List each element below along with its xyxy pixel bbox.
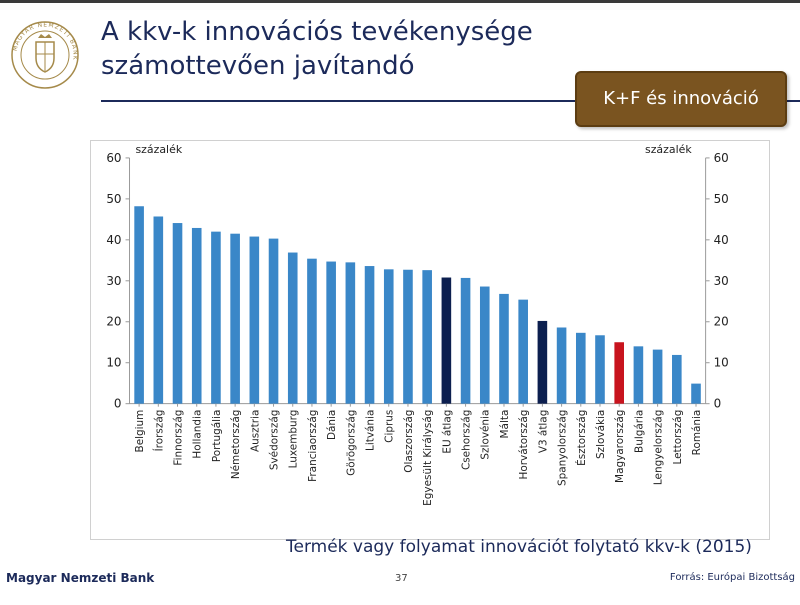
bar	[268, 238, 279, 404]
x-tick-label: Szlovénia	[480, 410, 492, 460]
section-badge: K+F és innováció	[575, 71, 787, 127]
y-tick-label-right: 60	[714, 151, 729, 165]
bar	[153, 216, 164, 404]
bar	[230, 233, 240, 404]
x-tick-label: Hollandia	[192, 410, 204, 459]
bar	[383, 269, 394, 404]
y-tick-label-right: 0	[714, 397, 722, 411]
x-tick-label: Németország	[230, 410, 242, 480]
y-tick-label-right: 50	[714, 192, 729, 206]
bar	[691, 383, 701, 404]
x-tick-label: Franciaország	[307, 410, 319, 482]
bar	[249, 236, 260, 404]
x-tick-label: Belgium	[134, 410, 146, 453]
bar	[479, 286, 490, 404]
bar	[575, 332, 586, 404]
x-tick-label: Portugália	[211, 410, 223, 463]
bar	[345, 262, 356, 404]
page-number: 37	[395, 573, 408, 584]
title-underline	[101, 100, 800, 102]
footer-source: Forrás: Európai Bizottság	[669, 572, 795, 583]
bar	[460, 277, 471, 404]
bar	[326, 261, 336, 404]
bar	[134, 206, 144, 404]
slide-title-line2: számottevően javítandó	[101, 51, 415, 81]
bar	[211, 231, 221, 404]
bar	[287, 252, 298, 404]
y-tick-label-left: 20	[106, 315, 121, 329]
x-tick-label: Ciprus	[384, 410, 396, 443]
x-tick-label: Luxemburg	[288, 410, 300, 469]
bar	[595, 335, 605, 404]
x-tick-label: EU átlag	[441, 410, 453, 454]
y-tick-label-left: 0	[114, 397, 122, 411]
bar	[652, 349, 663, 404]
y-tick-label-left: 40	[106, 233, 121, 247]
y-tick-label-right: 10	[714, 356, 729, 370]
top-border-line	[0, 0, 800, 3]
bar	[403, 269, 413, 404]
bar	[307, 258, 317, 404]
bar	[518, 299, 528, 404]
x-tick-label: Csehország	[461, 410, 473, 470]
bar	[672, 354, 682, 404]
x-tick-label: Észtország	[575, 410, 588, 466]
x-tick-label: Írország	[152, 410, 165, 452]
bar	[499, 293, 509, 404]
x-tick-label: Finnország	[172, 410, 184, 466]
x-tick-label: Dánia	[326, 410, 338, 440]
y-tick-label-left: 50	[106, 192, 121, 206]
bar-chart: százalék százalék 0 0 10 10 20 20 30 30 40 40 50 50 60…	[90, 140, 770, 540]
y-unit-right: százalék	[645, 143, 692, 156]
y-tick-label-left: 30	[106, 274, 121, 288]
slide-title-line1: A kkv-k innovációs tevékenysége	[101, 17, 533, 47]
y-tick-label-right: 30	[714, 274, 729, 288]
x-tick-label: Lettország	[672, 410, 684, 465]
x-tick-label: Ausztria	[249, 410, 261, 452]
x-tick-label: Szlovákia	[595, 410, 607, 459]
bar	[633, 346, 644, 404]
bar	[537, 320, 548, 404]
footer-bank-name: Magyar Nemzeti Bank	[6, 571, 155, 585]
chart-subtitle: Termék vagy folyamat innovációt folytató…	[286, 537, 752, 557]
y-tick-label-left: 60	[106, 151, 121, 165]
bar	[441, 277, 452, 404]
bar	[191, 227, 202, 404]
x-tick-label: Horvátország	[518, 410, 530, 480]
y-tick-label-right: 20	[714, 315, 729, 329]
x-tick-label: Litvánia	[365, 410, 377, 451]
y-tick-label-left: 10	[106, 356, 121, 370]
y-tick-label-right: 40	[714, 233, 729, 247]
x-tick-label: Málta	[499, 410, 511, 439]
x-tick-label: Olaszország	[403, 410, 415, 473]
x-tick-label: Bulgária	[633, 410, 645, 453]
x-tick-label: Lengyelország	[653, 410, 665, 485]
bar	[172, 223, 183, 404]
x-tick-label: Egyesült Királyság	[422, 410, 434, 506]
bar	[422, 270, 432, 404]
bar	[556, 327, 567, 404]
bar	[364, 266, 375, 404]
x-tick-label: Románia	[691, 410, 703, 456]
x-tick-label: Görögország	[345, 410, 357, 476]
x-tick-label: Magyarország	[614, 410, 626, 483]
slide-title: A kkv-k innovációs tevékenysége számotte…	[101, 15, 533, 83]
mnb-logo: MAGYAR NEMZETI BANK	[11, 21, 79, 89]
x-tick-label: Svédország	[269, 410, 281, 470]
x-tick-label: V3 átlag	[537, 410, 549, 454]
y-unit-left: százalék	[135, 143, 182, 156]
bar	[614, 342, 625, 404]
x-tick-label: Spanyolország	[557, 410, 569, 486]
